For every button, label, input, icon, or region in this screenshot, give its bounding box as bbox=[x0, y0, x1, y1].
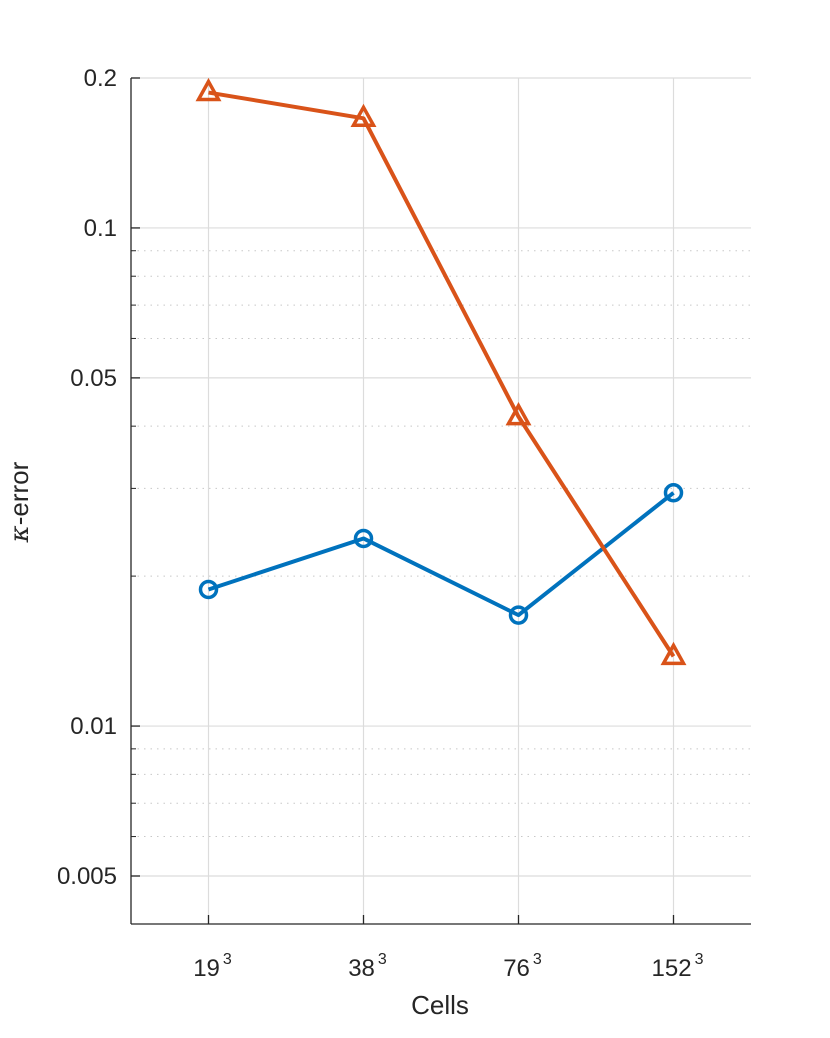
series-triangle bbox=[195, 77, 687, 666]
y-axis-label: κ-error bbox=[4, 461, 35, 543]
y-axis-label-suffix: -error bbox=[4, 461, 34, 525]
data-point-triangle bbox=[505, 402, 532, 426]
y-tick-label: 0.05 bbox=[70, 365, 117, 392]
data-point-triangle bbox=[660, 641, 687, 666]
series-line bbox=[208, 90, 676, 658]
x-tick-labels: 19 3 38 3 76 3 152 3 bbox=[193, 951, 703, 982]
series-circle bbox=[198, 483, 684, 625]
series-line bbox=[207, 491, 675, 618]
y-tick-label: 0.005 bbox=[57, 863, 117, 890]
data-point-triangle bbox=[195, 77, 222, 102]
grid bbox=[131, 77, 751, 924]
axes bbox=[130, 77, 751, 925]
data-point-circle bbox=[663, 483, 684, 503]
x-tick-label: 152 3 bbox=[652, 951, 704, 982]
data-point-circle bbox=[353, 528, 374, 549]
x-tick-label: 38 3 bbox=[348, 951, 387, 982]
data-point-circle bbox=[198, 579, 219, 600]
data-point-triangle bbox=[350, 103, 377, 128]
series-group bbox=[195, 77, 687, 666]
y-tick-label: 0.1 bbox=[84, 215, 117, 242]
data-point-circle bbox=[508, 605, 529, 625]
y-tick-label: 0.01 bbox=[70, 713, 117, 740]
x-axis-label: Cells bbox=[411, 990, 469, 1020]
x-tick-label: 19 3 bbox=[193, 951, 232, 982]
y-tick-label: 0.2 bbox=[84, 65, 117, 92]
x-tick-label: 76 3 bbox=[503, 951, 542, 982]
y-axis-label-symbol: κ bbox=[5, 525, 35, 543]
y-tick-labels: 0.2 0.1 0.05 0.01 0.005 bbox=[57, 65, 117, 890]
